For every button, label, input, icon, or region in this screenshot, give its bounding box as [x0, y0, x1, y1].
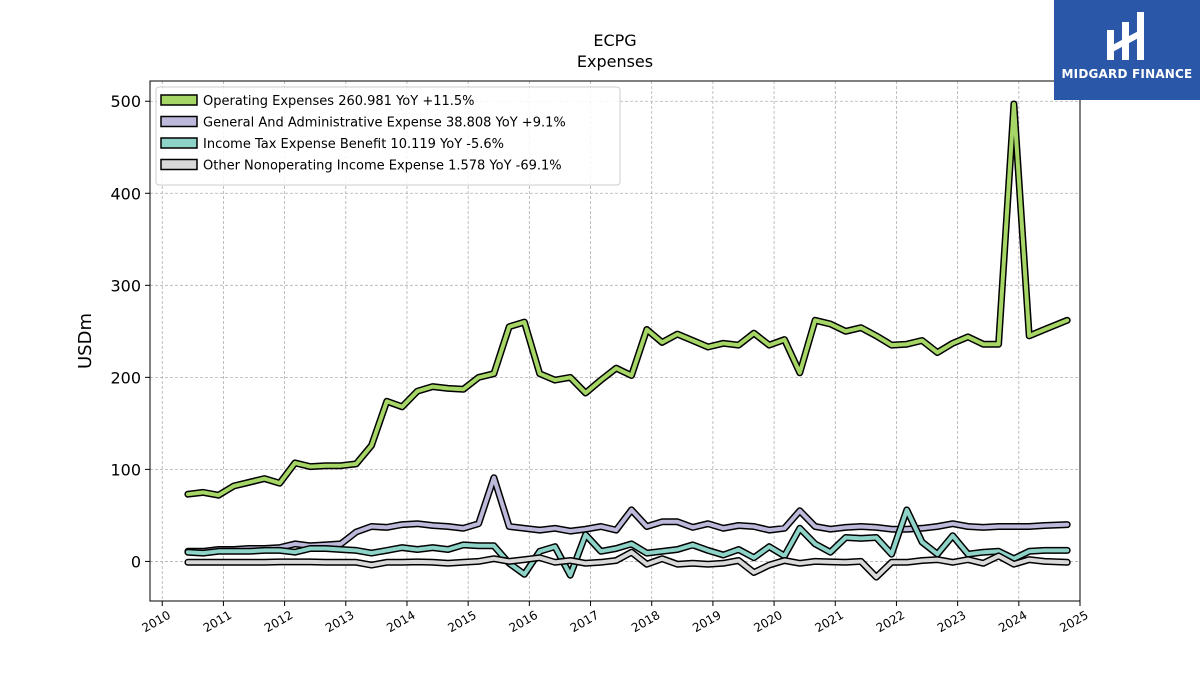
y-tick-label: 200	[110, 368, 141, 387]
x-tick-label: 2014	[384, 608, 417, 635]
y-axis-label: USDm	[75, 313, 96, 369]
legend-entry: Operating Expenses 260.981 YoY +11.5%	[203, 94, 475, 109]
legend-entry: Income Tax Expense Benefit 10.119 YoY -5…	[203, 137, 504, 152]
x-tick-label: 2015	[445, 608, 478, 635]
legend-entry: General And Administrative Expense 38.80…	[203, 116, 566, 131]
brand-name: MIDGARD FINANCE	[1061, 67, 1193, 81]
series-lines	[184, 100, 1071, 581]
x-tick-label: 2012	[262, 608, 295, 635]
x-tick-label: 2010	[140, 608, 173, 635]
series-line	[185, 475, 1070, 554]
legend-swatch	[160, 94, 198, 106]
x-tick-label: 2018	[629, 608, 662, 635]
x-tick-label: 2017	[568, 608, 601, 635]
plot-frame	[149, 80, 1081, 602]
y-tick-label: 400	[110, 184, 141, 203]
chart-title: ECPG	[593, 31, 637, 50]
legend-swatch	[160, 115, 198, 128]
x-tick-label: 2021	[813, 608, 846, 635]
x-tick-label: 2025	[1057, 608, 1090, 635]
legend-entry: Other Nonoperating Income Expense 1.578 …	[203, 159, 562, 174]
x-tick-label: 2024	[996, 608, 1029, 635]
series-line	[185, 102, 1070, 498]
x-tick-label: 2022	[874, 608, 907, 635]
legend-swatch	[160, 137, 198, 149]
legend-swatch	[160, 158, 198, 171]
x-tick-label: 2013	[323, 608, 356, 635]
brand-logo: MIDGARD FINANCE	[1054, 0, 1200, 100]
y-tick-label: 300	[110, 276, 141, 295]
y-tick-label: 0	[131, 552, 141, 571]
x-tick-label: 2023	[935, 608, 968, 635]
x-tick-label: 2011	[201, 608, 234, 635]
chart-subtitle: Expenses	[576, 52, 654, 71]
x-tick-label: 2019	[690, 608, 723, 635]
brand-mark-icon	[1107, 12, 1144, 60]
series-line	[185, 507, 1070, 578]
y-tick-label: 500	[110, 92, 141, 111]
x-tick-label: 2020	[751, 608, 784, 635]
x-tick-label: 2016	[507, 608, 540, 635]
series-line	[185, 550, 1070, 580]
legend: Operating Expenses 260.981 YoY +11.5% Gen…	[155, 86, 621, 186]
y-tick-label: 100	[110, 460, 141, 479]
legend-box	[155, 86, 621, 186]
